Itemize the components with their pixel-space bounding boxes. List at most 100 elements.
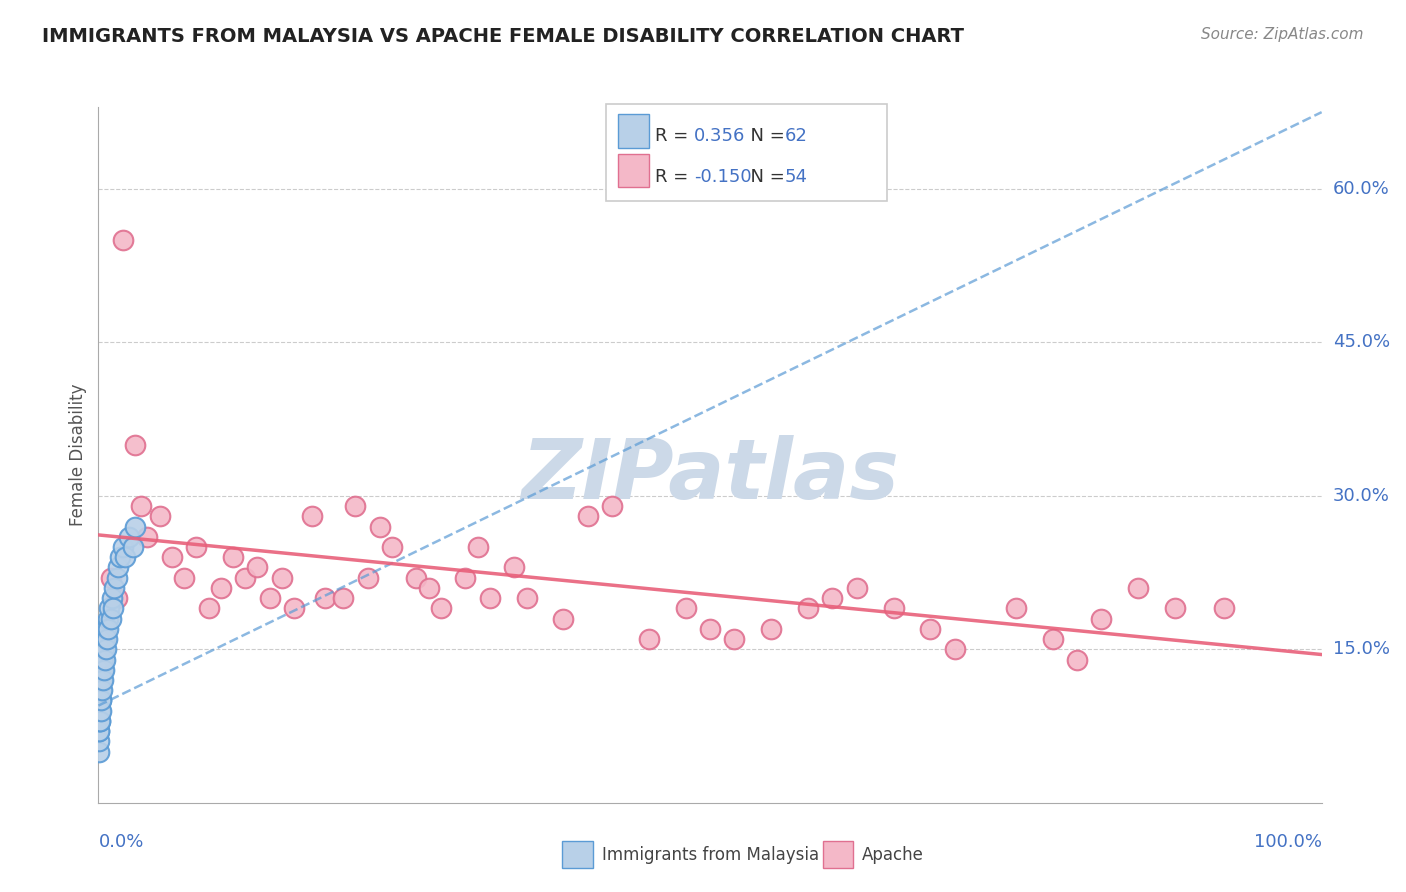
Text: R =: R =	[655, 168, 695, 186]
Point	[90, 663, 112, 677]
Point	[89, 704, 111, 718]
Point	[96, 632, 118, 646]
Point	[314, 591, 336, 606]
Point	[699, 622, 721, 636]
Point	[89, 673, 111, 687]
Point	[89, 663, 111, 677]
Point	[87, 673, 110, 687]
Point	[89, 663, 111, 677]
Point	[89, 724, 111, 739]
Point	[93, 632, 115, 646]
Point	[467, 540, 489, 554]
Point	[97, 622, 120, 636]
Point	[93, 663, 115, 677]
Point	[418, 581, 440, 595]
Point	[93, 642, 115, 657]
Point	[87, 734, 110, 748]
Point	[1128, 581, 1150, 595]
Point	[110, 550, 132, 565]
Point	[89, 704, 111, 718]
Point	[91, 673, 114, 687]
Point	[87, 683, 110, 698]
Point	[89, 714, 111, 728]
Point	[91, 673, 114, 687]
Point	[87, 663, 110, 677]
Point	[430, 601, 453, 615]
Point	[111, 233, 134, 247]
Point	[1090, 612, 1112, 626]
Point	[97, 612, 120, 626]
Point	[943, 642, 966, 657]
Point	[209, 581, 232, 595]
Point	[91, 652, 114, 666]
Text: 100.0%: 100.0%	[1254, 833, 1322, 851]
Text: N =: N =	[740, 128, 790, 145]
Point	[124, 519, 146, 533]
Point	[89, 652, 111, 666]
Point	[301, 509, 323, 524]
Point	[100, 571, 122, 585]
Point	[222, 550, 245, 565]
Text: 30.0%: 30.0%	[1333, 487, 1389, 505]
Point	[478, 591, 501, 606]
Point	[515, 591, 537, 606]
Text: Source: ZipAtlas.com: Source: ZipAtlas.com	[1201, 27, 1364, 42]
Point	[186, 540, 208, 554]
Point	[89, 714, 111, 728]
Text: Apache: Apache	[862, 846, 924, 863]
Point	[356, 571, 378, 585]
Point	[89, 714, 111, 728]
Point	[87, 693, 110, 707]
Point	[883, 601, 905, 615]
Point	[1164, 601, 1187, 615]
Text: 62: 62	[785, 128, 807, 145]
Point	[90, 704, 112, 718]
Point	[91, 683, 114, 698]
Text: IMMIGRANTS FROM MALAYSIA VS APACHE FEMALE DISABILITY CORRELATION CHART: IMMIGRANTS FROM MALAYSIA VS APACHE FEMAL…	[42, 27, 965, 45]
Point	[96, 622, 118, 636]
Point	[576, 509, 599, 524]
Point	[101, 591, 124, 606]
Point	[173, 571, 195, 585]
Text: 0.0%: 0.0%	[98, 833, 143, 851]
Point	[89, 693, 111, 707]
Point	[761, 622, 783, 636]
Point	[114, 550, 136, 565]
Point	[89, 673, 111, 687]
Point	[233, 571, 256, 585]
Text: R =: R =	[655, 128, 695, 145]
Point	[90, 663, 112, 677]
Point	[87, 724, 110, 739]
Point	[111, 540, 134, 554]
Point	[121, 540, 143, 554]
Point	[821, 591, 844, 606]
Point	[332, 591, 354, 606]
Point	[149, 509, 172, 524]
Text: -0.150: -0.150	[695, 168, 752, 186]
Point	[90, 683, 112, 698]
Text: 60.0%: 60.0%	[1333, 180, 1389, 198]
Point	[90, 693, 112, 707]
Point	[1004, 601, 1026, 615]
Point	[98, 601, 121, 615]
Point	[723, 632, 745, 646]
Text: 15.0%: 15.0%	[1333, 640, 1389, 658]
Point	[845, 581, 868, 595]
Point	[93, 652, 115, 666]
Text: ZIPatlas: ZIPatlas	[522, 435, 898, 516]
Point	[89, 632, 111, 646]
Point	[1066, 652, 1088, 666]
Point	[87, 704, 110, 718]
Point	[197, 601, 219, 615]
Point	[246, 560, 269, 574]
Text: N =: N =	[740, 168, 790, 186]
Point	[87, 714, 110, 728]
Y-axis label: Female Disability: Female Disability	[69, 384, 87, 526]
Point	[89, 683, 111, 698]
Point	[797, 601, 820, 615]
Point	[89, 683, 111, 698]
Point	[675, 601, 697, 615]
Point	[259, 591, 281, 606]
Point	[136, 530, 159, 544]
Text: 0.356: 0.356	[695, 128, 745, 145]
